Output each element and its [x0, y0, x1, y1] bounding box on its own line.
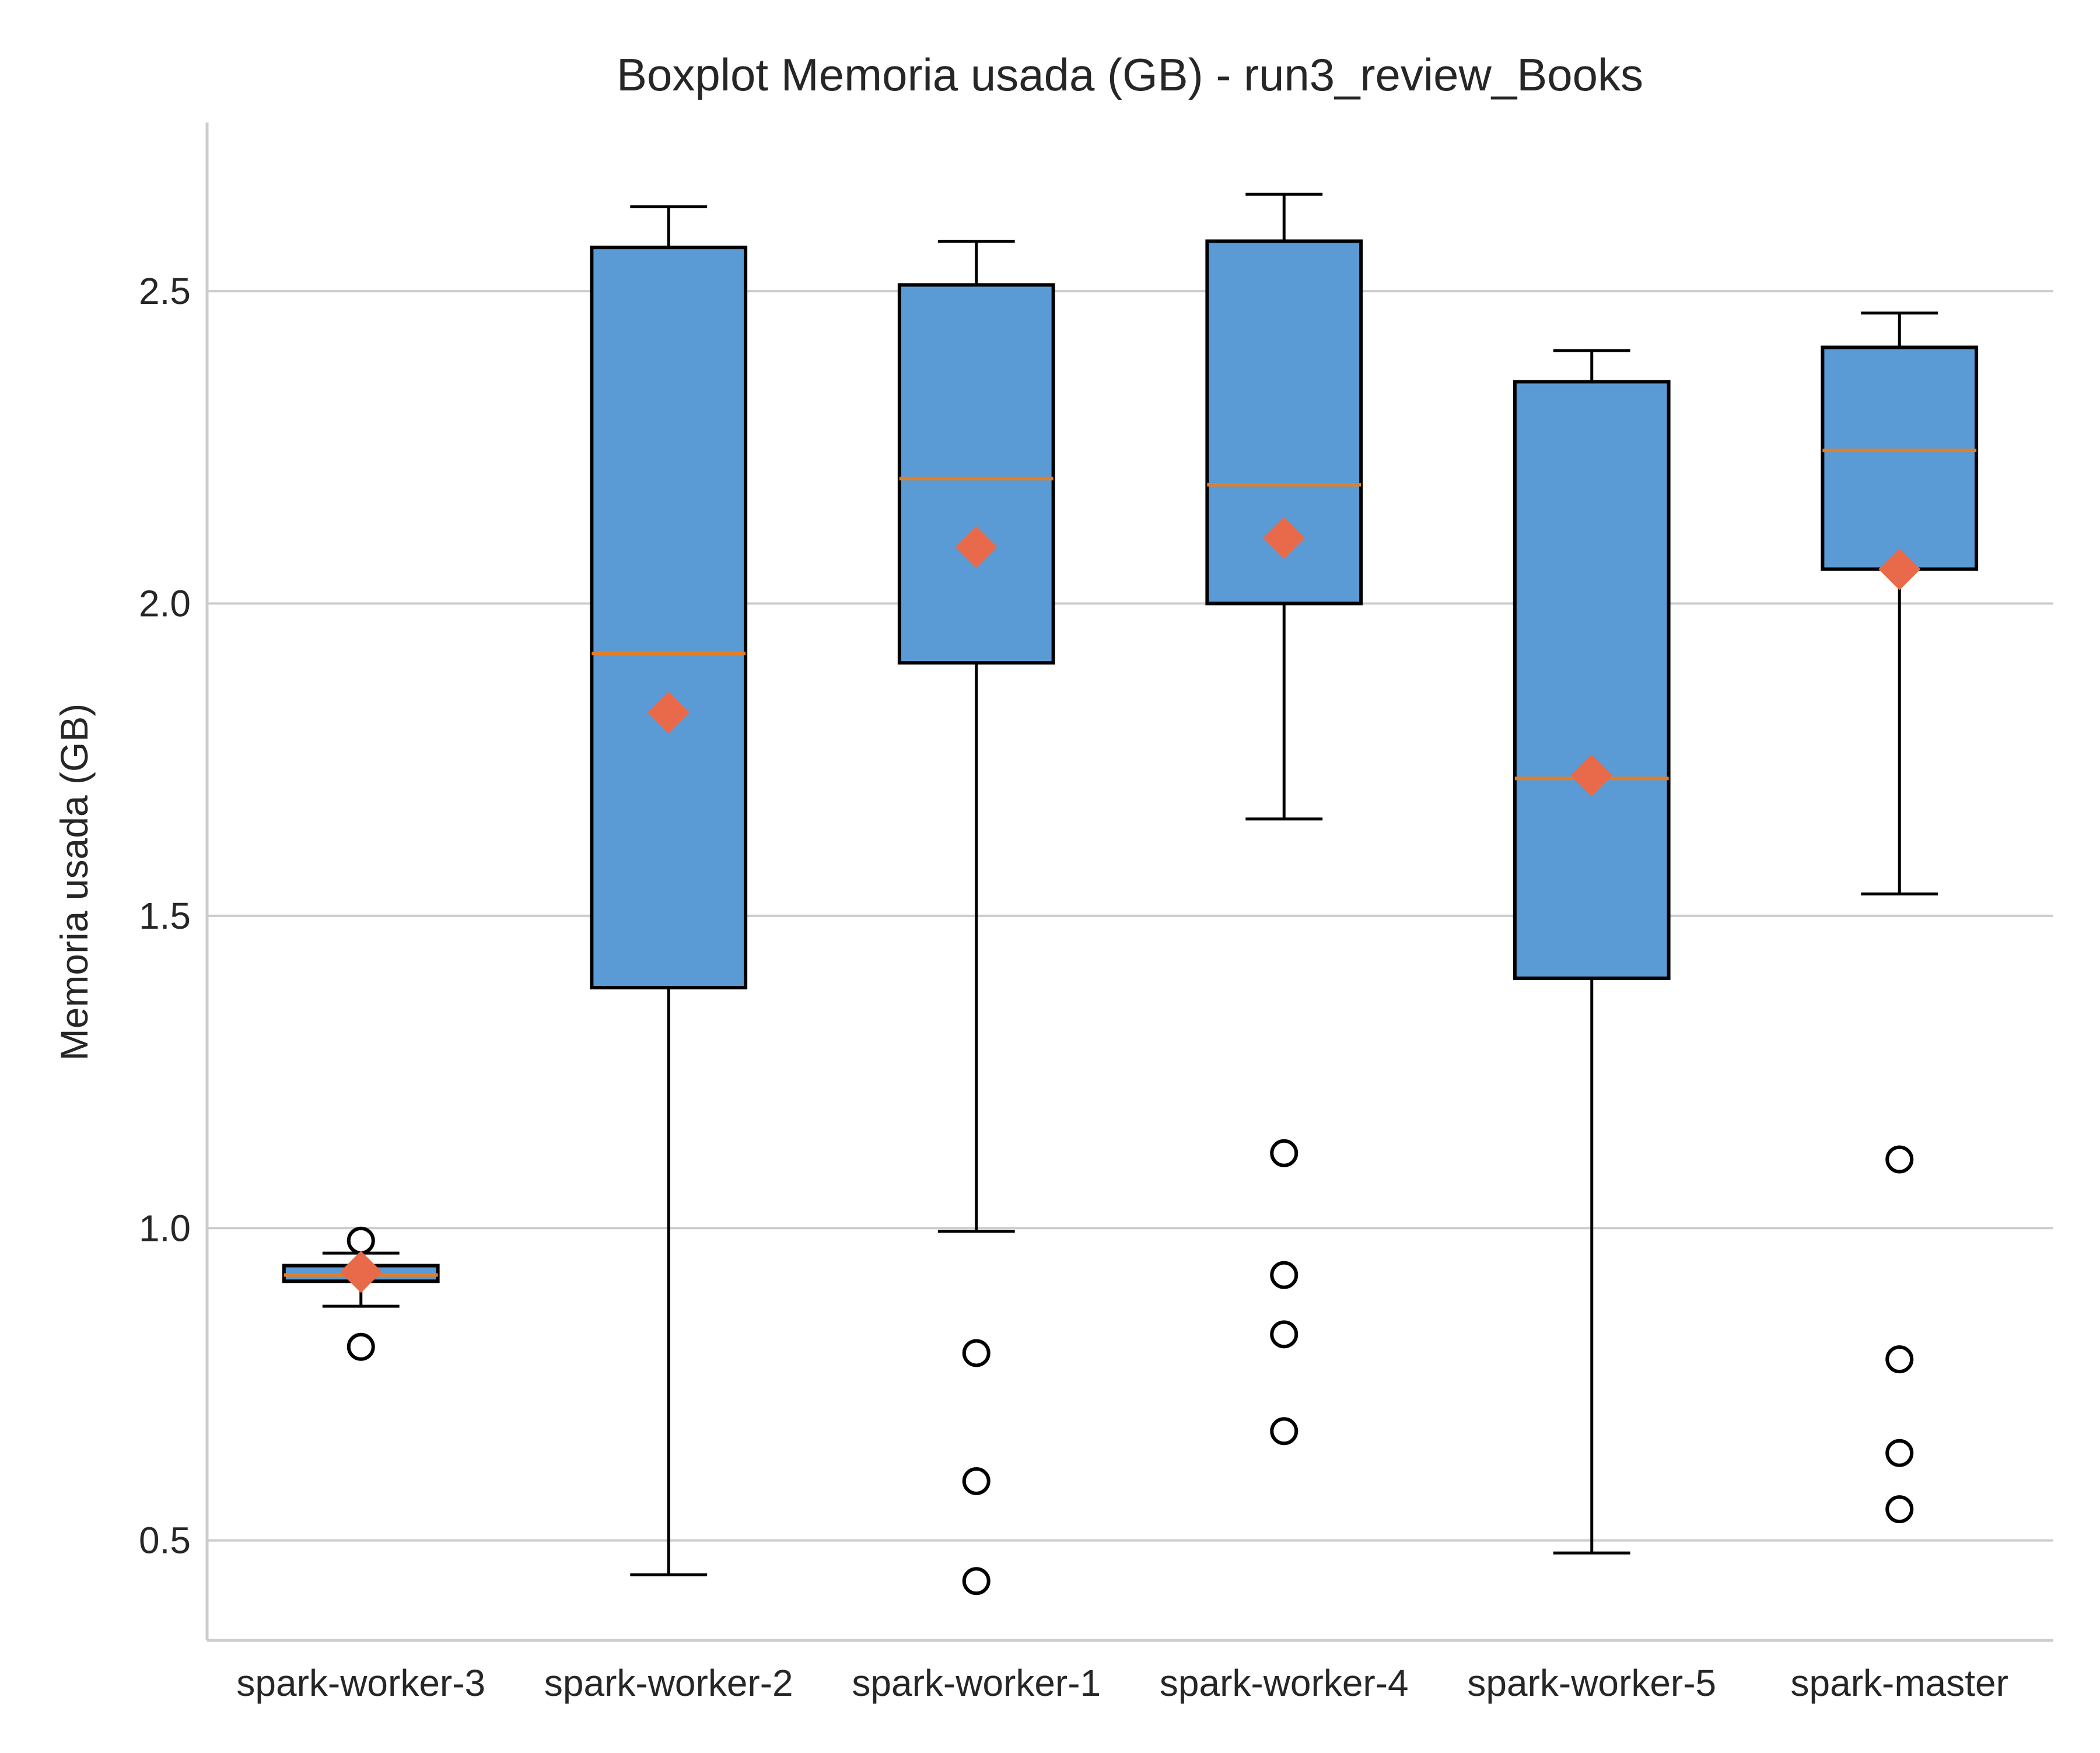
y-tick-label: 1.5	[139, 895, 191, 937]
boxes	[282, 193, 1979, 1595]
y-tick-labels: 0.5 1.0 1.5 2.0 2.5	[139, 270, 191, 1562]
axes-spines	[205, 123, 2053, 1642]
mean-marker	[340, 1251, 382, 1293]
outlier-point	[1885, 1345, 1914, 1374]
box-group-spark-worker-3	[282, 1226, 440, 1361]
iqr-box	[590, 246, 748, 990]
outlier-point	[1885, 1145, 1914, 1174]
outlier-point	[962, 1339, 991, 1367]
y-tick-label: 1.0	[139, 1207, 191, 1249]
mean-marker	[1570, 754, 1613, 796]
outlier-point	[1885, 1439, 1914, 1467]
x-tick-label: spark-worker-3	[236, 1662, 485, 1704]
outlier-point	[346, 1226, 375, 1255]
x-tick-labels: spark-worker-3 spark-worker-2 spark-worker…	[236, 1662, 2008, 1704]
box-group-spark-worker-1	[897, 239, 1055, 1595]
iqr-box	[1821, 345, 1979, 571]
outlier-point	[346, 1332, 375, 1361]
x-tick-label: spark-worker-4	[1160, 1662, 1409, 1704]
outlier-point	[1270, 1417, 1298, 1446]
outlier-point	[1885, 1495, 1914, 1524]
outlier-point	[962, 1567, 991, 1595]
y-axis-label: Memoria usada (GB)	[52, 704, 96, 1061]
iqr-box	[897, 283, 1055, 665]
x-tick-label: spark-worker-2	[544, 1662, 793, 1704]
y-tick-label: 0.5	[139, 1520, 191, 1562]
outlier-point	[962, 1467, 991, 1495]
y-tick-label: 2.0	[139, 583, 191, 625]
mean-marker	[1878, 548, 1921, 590]
outlier-point	[1270, 1320, 1298, 1349]
gridlines	[207, 290, 2053, 1542]
mean-marker	[648, 691, 690, 734]
box-group-spark-worker-4	[1205, 193, 1363, 1446]
outlier-point	[1270, 1139, 1298, 1167]
x-tick-label: spark-worker-1	[852, 1662, 1101, 1704]
x-tick-label: spark-master	[1791, 1662, 2008, 1704]
box-group-spark-worker-2	[590, 205, 748, 1577]
iqr-box	[1513, 380, 1671, 980]
x-tick-label: spark-worker-5	[1467, 1662, 1716, 1704]
mean-marker	[1263, 517, 1306, 559]
y-tick-label: 2.5	[139, 270, 191, 312]
box-group-spark-worker-5	[1513, 349, 1671, 1555]
chart-title: Boxplot Memoria usada (GB) - run3_review…	[617, 49, 1643, 100]
mean-marker	[955, 526, 998, 569]
box-group-spark-master	[1821, 312, 1979, 1524]
outlier-point	[1270, 1261, 1298, 1289]
